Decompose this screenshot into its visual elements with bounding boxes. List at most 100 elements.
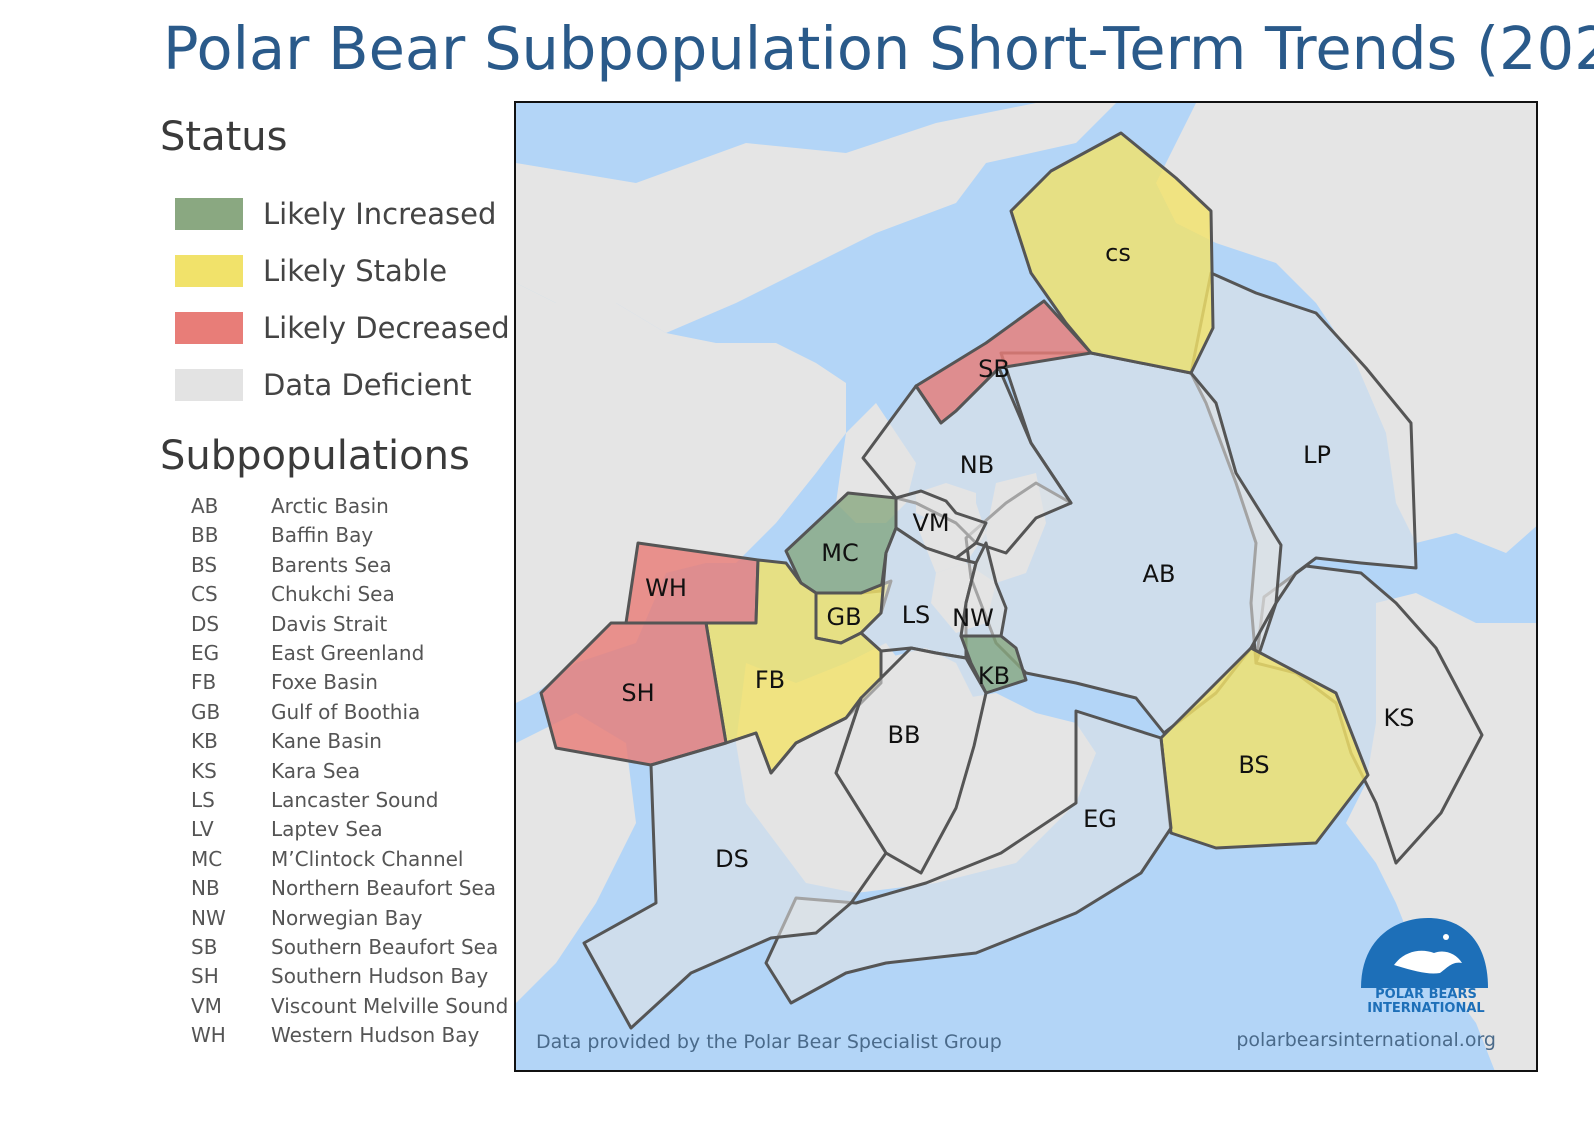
subpopulation-item-ls: LS Lancaster Sound <box>191 788 438 814</box>
logo-text-line-1: POLAR BEARS <box>1375 987 1477 1002</box>
swatch-increased <box>175 198 243 230</box>
region-label-wh: WH <box>645 574 687 602</box>
subpopulation-item-eg: EG East Greenland <box>191 641 424 667</box>
subpopulation-item-mc: MC M’Clintock Channel <box>191 847 464 873</box>
subpopulation-name: M’Clintock Channel <box>271 846 464 871</box>
subpopulation-name: Gulf of Boothia <box>271 699 421 724</box>
subpopulation-item-gb: GB Gulf of Boothia <box>191 700 420 726</box>
subpopulation-item-vm: VM Viscount Melville Sound <box>191 994 508 1020</box>
subpopulation-name: Northern Beaufort Sea <box>271 876 497 901</box>
subpopulation-name: East Greenland <box>271 641 425 665</box>
region-cs[interactable] <box>1009 131 1215 375</box>
subpopulation-code: SB <box>191 935 218 959</box>
subpopulation-code: DS <box>191 611 220 636</box>
subpopulation-item-ab: AB Arctic Basin <box>191 494 389 520</box>
status-heading: Status <box>160 114 288 160</box>
region-kb[interactable] <box>959 634 1028 695</box>
region-label-vm: VM <box>912 509 949 537</box>
region-label-nb: NB <box>960 451 994 479</box>
status-label: Likely Stable <box>263 254 448 288</box>
subpopulation-code: AB <box>191 494 219 518</box>
subpopulation-name: Arctic Basin <box>271 494 389 518</box>
logo-eye-icon <box>1443 934 1449 940</box>
subpopulation-item-bs: BS Barents Sea <box>191 553 392 579</box>
subpopulation-name: Kane Basin <box>271 729 382 754</box>
subpopulation-code: LS <box>191 788 215 812</box>
subpopulation-item-lv: LV Laptev Sea <box>191 817 383 843</box>
subpopulation-item-fb: FB Foxe Basin <box>191 670 378 696</box>
data-credit: Data provided by the Polar Bear Speciali… <box>536 1031 1002 1053</box>
subpopulation-item-ks: KS Kara Sea <box>191 759 360 785</box>
status-label: Likely Increased <box>263 197 497 231</box>
region-label-ks: KS <box>1384 704 1415 732</box>
subpopulation-code: GB <box>191 699 221 724</box>
region-label-nw: NW <box>952 604 994 632</box>
region-label-eg: EG <box>1083 805 1117 833</box>
region-label-lp: LP <box>1303 441 1331 469</box>
subpopulation-item-bb: BB Baffin Bay <box>191 523 373 549</box>
region-label-ab: AB <box>1143 560 1176 588</box>
region-labels: cs SB NB LP AB VM MC WH GB LS NW KB FB S… <box>621 239 1414 873</box>
subpopulation-item-nw: NW Norwegian Bay <box>191 906 422 932</box>
subpopulation-regions <box>539 131 1484 1030</box>
status-label: Likely Decreased <box>263 311 510 345</box>
subpopulation-code: VM <box>191 993 222 1018</box>
region-label-cs: cs <box>1105 239 1131 267</box>
subpopulation-code: KS <box>191 758 217 783</box>
region-label-bb: BB <box>888 721 921 749</box>
map: cs SB NB LP AB VM MC WH GB LS NW KB FB S… <box>514 101 1538 1072</box>
subpopulation-name: Kara Sea <box>271 758 361 783</box>
subpopulation-code: LV <box>191 817 214 842</box>
website-link[interactable]: polarbearsinternational.org <box>1236 1029 1496 1051</box>
region-label-gb: GB <box>826 603 861 631</box>
region-eg[interactable] <box>764 709 1173 1005</box>
subpopulation-code: BS <box>191 552 218 577</box>
swatch-deficient <box>175 369 243 401</box>
subpopulation-code: BB <box>191 523 219 548</box>
subpopulation-name: Viscount Melville Sound <box>271 993 509 1018</box>
subpopulation-item-cs: CS Chukchi Sea <box>191 582 395 608</box>
swatch-stable <box>175 255 243 287</box>
subpopulation-item-ds: DS Davis Strait <box>191 612 387 638</box>
subpopulation-item-sh: SH Southern Hudson Bay <box>191 964 488 990</box>
subpopulation-name: Southern Hudson Bay <box>271 964 489 989</box>
map-canvas: cs SB NB LP AB VM MC WH GB LS NW KB FB S… <box>516 103 1536 1070</box>
polar-bears-international-logo[interactable] <box>1361 918 1488 988</box>
region-label-ls: LS <box>902 601 931 629</box>
legend-item-likely-decreased: Likely Decreased <box>175 311 510 345</box>
subpopulation-name: Foxe Basin <box>271 670 378 695</box>
swatch-decreased <box>175 312 243 344</box>
region-label-ds: DS <box>715 845 749 873</box>
region-label-bs: BS <box>1238 751 1269 779</box>
subpopulation-name: Norwegian Bay <box>271 905 423 930</box>
subpopulation-name: Baffin Bay <box>271 523 374 548</box>
region-bs[interactable] <box>1159 646 1370 850</box>
region-label-sb: SB <box>978 355 1010 383</box>
subpopulation-name: Laptev Sea <box>271 817 383 842</box>
region-nw[interactable] <box>959 541 1008 638</box>
legend-item-data-deficient: Data Deficient <box>175 368 472 402</box>
region-label-kb: KB <box>978 662 1010 690</box>
logo-text-line-2: INTERNATIONAL <box>1367 1001 1485 1016</box>
subpopulation-code: WH <box>191 1023 226 1048</box>
subpopulation-code: CS <box>191 582 218 607</box>
subpopulation-name: Western Hudson Bay <box>271 1023 480 1048</box>
subpopulation-name: Chukchi Sea <box>271 582 395 607</box>
legend-item-likely-increased: Likely Increased <box>175 197 496 231</box>
region-label-sh: SH <box>621 679 654 707</box>
subpopulation-code: KB <box>191 729 218 754</box>
subpopulation-code: SH <box>191 964 219 989</box>
subpopulation-code: EG <box>191 641 220 665</box>
subpopulation-code: NW <box>191 905 226 930</box>
logo-text: POLAR BEARS INTERNATIONAL <box>1364 988 1488 1016</box>
subpopulation-name: Southern Beaufort Sea <box>271 935 499 959</box>
subpopulation-item-sb: SB Southern Beaufort Sea <box>191 935 498 961</box>
status-label: Data Deficient <box>263 368 472 402</box>
subpopulation-item-kb: KB Kane Basin <box>191 729 382 755</box>
subpopulation-name: Lancaster Sound <box>271 788 439 812</box>
subpopulation-code: NB <box>191 876 220 901</box>
region-ds[interactable] <box>582 696 888 1030</box>
subpopulations-heading: Subpopulations <box>160 433 470 479</box>
region-label-fb: FB <box>755 666 785 694</box>
polar-bear-icon <box>1394 950 1462 974</box>
